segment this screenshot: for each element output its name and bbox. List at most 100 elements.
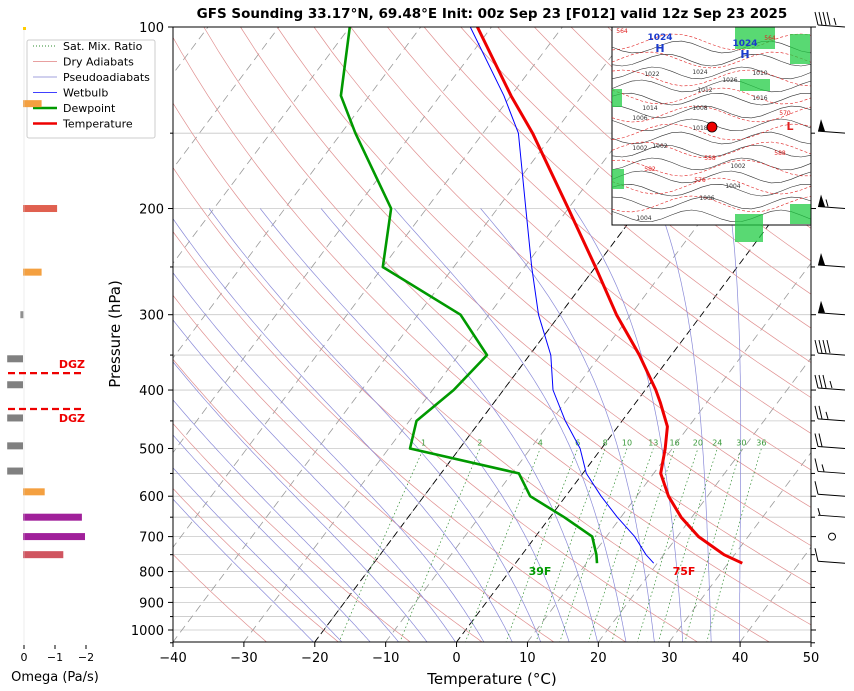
dgz-label: DGZ xyxy=(59,412,85,425)
mixing-ratio-label: 1 xyxy=(421,438,426,447)
wind-barb xyxy=(817,508,846,518)
barb-full xyxy=(814,433,819,447)
legend-label: Dry Adiabats xyxy=(63,56,134,69)
barb-staff xyxy=(817,445,846,449)
map-label: 558 xyxy=(704,155,716,162)
isobar-contour xyxy=(611,170,812,184)
isobar-contour xyxy=(611,196,812,210)
isobar-contour xyxy=(611,105,812,119)
barb-half xyxy=(833,17,837,26)
barb-staff xyxy=(817,352,846,356)
y-axis: 100 200 300 400 500 600 700 800 900 1000 xyxy=(131,21,816,644)
wind-barbs xyxy=(814,11,846,564)
pseudoadiabat xyxy=(173,498,314,642)
height-contour xyxy=(611,33,812,51)
mixing-ratio-line xyxy=(588,448,654,642)
precip-area xyxy=(740,79,770,91)
isobar-contour xyxy=(611,157,812,171)
omega-panel: DGZ DGZ 0 −1 −2 Omega (Pa/s) xyxy=(7,27,99,685)
y-tick-label: 1000 xyxy=(131,624,164,639)
y-tick-label: 900 xyxy=(139,596,164,611)
isobar-contour xyxy=(611,209,812,223)
barb-staff xyxy=(817,312,846,316)
precip-area xyxy=(735,214,763,242)
plot-frame xyxy=(172,26,812,643)
pseudoadiabat xyxy=(173,319,456,642)
barb-full xyxy=(814,339,819,354)
height-contour xyxy=(611,123,812,141)
x-tick-label: −40 xyxy=(159,651,186,666)
y-tick-label: 300 xyxy=(139,309,164,324)
mixing-ratio-label: 36 xyxy=(756,438,766,447)
wetbulb-line xyxy=(469,27,655,564)
y-tick-label: 600 xyxy=(139,490,164,505)
precip-area xyxy=(612,89,622,107)
map-label: 1004 xyxy=(636,215,651,222)
barb-staff xyxy=(817,418,846,422)
map-label: 564 xyxy=(616,28,628,35)
pseudoadiabat xyxy=(173,272,485,642)
chart-title: GFS Sounding 33.17°N, 69.48°E Init: 00z … xyxy=(197,6,788,22)
omega-bar xyxy=(23,205,58,213)
barb-full xyxy=(818,374,823,389)
barb-full xyxy=(826,11,831,26)
omega-bar xyxy=(23,551,64,559)
x-tick-label: 50 xyxy=(803,651,820,666)
omega-axis-label: Omega (Pa/s) xyxy=(11,670,99,685)
pseudoadiabat xyxy=(480,208,655,642)
omega-tick-label: −1 xyxy=(47,651,63,664)
map-label: 576 xyxy=(694,177,706,184)
barb-half xyxy=(829,380,833,389)
mixing-ratio-line xyxy=(684,448,742,642)
isotherm-line xyxy=(810,641,811,642)
barb-full xyxy=(814,458,819,472)
height-contour xyxy=(611,177,812,195)
profile-lines xyxy=(339,27,743,565)
pseudoadiabat xyxy=(320,208,598,642)
height-contour xyxy=(611,141,812,159)
height-contour xyxy=(611,195,812,213)
surface-dewpoint-label: 39F xyxy=(529,565,552,578)
barb-full xyxy=(822,11,827,26)
x-tick-label: 30 xyxy=(661,651,678,666)
pseudoadiabat xyxy=(729,208,742,642)
map-label: H xyxy=(655,42,664,55)
omega-bar xyxy=(7,414,23,422)
wind-barb xyxy=(814,11,846,28)
map-label: 564 xyxy=(764,35,776,42)
map-label: 1024 xyxy=(692,69,707,76)
mixing-ratio-label: 2 xyxy=(477,438,482,447)
isobar-contour xyxy=(611,183,812,197)
mixing-ratio-line xyxy=(535,448,606,642)
barb-flag xyxy=(818,119,825,132)
yellow-marker xyxy=(23,27,26,30)
barb-staff xyxy=(817,24,846,28)
isotherm-line xyxy=(173,27,351,264)
barb-staff xyxy=(817,560,846,564)
isobar-contour xyxy=(611,144,812,158)
barb-full xyxy=(814,11,819,26)
mixing-ratio-line xyxy=(706,448,762,642)
y-axis-label: Pressure (hPa) xyxy=(106,280,124,388)
isotherm-line xyxy=(173,27,563,548)
map-label: 570 xyxy=(779,110,791,117)
precip-area xyxy=(790,204,811,224)
barb-full xyxy=(818,339,823,354)
x-axis-label: Temperature (°C) xyxy=(426,670,556,688)
x-tick-label: 20 xyxy=(590,651,607,666)
legend-label: Dewpoint xyxy=(63,102,116,115)
dry-adiabat xyxy=(313,27,811,471)
map-label: 1010 xyxy=(752,70,767,77)
omega-bar xyxy=(7,442,23,450)
pseudoadiabat xyxy=(173,467,343,642)
isotherm-line xyxy=(173,27,422,359)
y-tick-label: 100 xyxy=(139,21,164,36)
map-label: 1022 xyxy=(644,71,659,78)
omega-tick-label: −2 xyxy=(78,651,94,664)
barb-staff xyxy=(817,387,846,391)
mixing-ratio-label: 4 xyxy=(538,438,543,447)
dry-adiabat xyxy=(173,553,268,642)
map-label: 1024 xyxy=(732,39,757,49)
wind-barb xyxy=(817,119,846,134)
dry-adiabat xyxy=(276,27,811,508)
